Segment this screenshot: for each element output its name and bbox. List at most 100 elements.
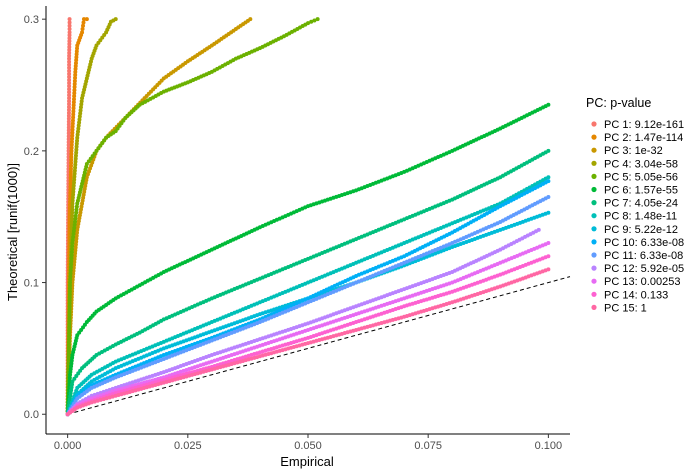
legend-item: PC 6: 1.57e-55 [591,185,678,197]
data-point [73,153,78,158]
legend-label: PC 7: 4.05e-24 [604,198,678,210]
legend-label: PC 15: 1 [604,302,647,314]
data-point [68,169,73,174]
legend-item: PC 12: 5.92e-05 [591,263,684,275]
data-point [66,352,71,357]
data-point [67,62,72,67]
y-axis-ticks: 0.0 0.1 0.2 0.3 [24,14,46,421]
legend-label: PC 14: 0.133 [604,289,668,301]
data-point [70,118,75,123]
data-point [89,400,94,405]
data-point [74,150,79,155]
data-point [306,21,310,26]
data-point [77,120,82,125]
legend-item: PC 4: 3.04e-58 [591,158,678,170]
data-point [95,398,100,403]
data-point [75,135,80,140]
data-point [68,280,73,285]
data-point [67,44,72,49]
data-point [81,23,86,28]
data-point [71,231,76,236]
data-point [70,195,75,200]
data-point [66,107,71,112]
legend-label: PC 2: 1.47e-114 [604,132,683,144]
data-point [67,27,72,32]
legend-key [591,173,597,179]
data-point [73,245,78,250]
legend-label: PC 3: 1e-32 [604,145,663,157]
data-point [70,198,75,203]
data-point [67,42,72,47]
data-point [79,99,84,104]
data-point [67,74,72,79]
data-point [312,18,317,23]
data-point [66,349,71,354]
data-point [68,172,73,177]
data-point [75,132,80,137]
data-point [66,113,71,118]
data-point [74,233,79,238]
data-point [71,109,76,114]
data-point [68,271,73,276]
data-point [73,61,78,66]
data-point [80,30,85,35]
data-point [67,304,72,309]
data-point [309,19,314,24]
x-tick-label: 0.100 [535,440,563,452]
data-point [72,91,77,96]
data-point [73,63,78,68]
data-point [71,234,76,239]
data-point [546,179,551,184]
legend-item: PC 15: 1 [591,302,647,314]
legend-item: PC 3: 1e-32 [591,145,663,157]
data-point [67,87,72,92]
legend-key [591,252,597,258]
data-point [68,187,73,192]
data-point [67,99,72,104]
data-point [72,222,77,227]
legend-key [591,291,597,297]
series-11 [65,194,551,417]
data-point [73,248,78,253]
data-point [67,36,72,41]
data-point [79,102,84,107]
data-point [68,175,73,180]
x-tick-label: 0.075 [414,440,442,452]
data-point [71,183,76,188]
legend-item: PC 5: 5.05e-56 [591,171,678,183]
data-point [73,242,78,247]
data-point [72,171,77,176]
data-point [67,90,72,95]
data-point [70,238,75,243]
data-point [67,289,72,294]
data-point [107,395,112,400]
data-point [67,283,72,288]
series-5 [65,17,320,417]
data-point [70,136,75,141]
legend-key [591,265,597,271]
data-point [67,96,72,101]
legend-label: PC 13: 0.00253 [604,276,680,288]
data-point [546,267,551,272]
data-point [76,126,81,131]
data-point [67,337,71,342]
data-point [71,115,76,120]
legend-item: PC 11: 6.33e-08 [591,250,683,262]
data-point [69,216,74,221]
data-point [74,204,79,209]
data-point [74,236,79,241]
data-point [67,50,72,55]
data-point [66,125,71,130]
legend-item: PC 2: 1.47e-114 [591,132,683,144]
data-point [77,114,82,119]
data-point [71,180,76,185]
data-point [67,295,72,300]
data-point [67,53,72,58]
data-point [73,75,78,80]
data-point [75,129,80,134]
data-point [68,274,73,279]
y-tick-label: 0.0 [24,409,39,421]
data-point [68,391,73,396]
data-point [66,346,71,351]
